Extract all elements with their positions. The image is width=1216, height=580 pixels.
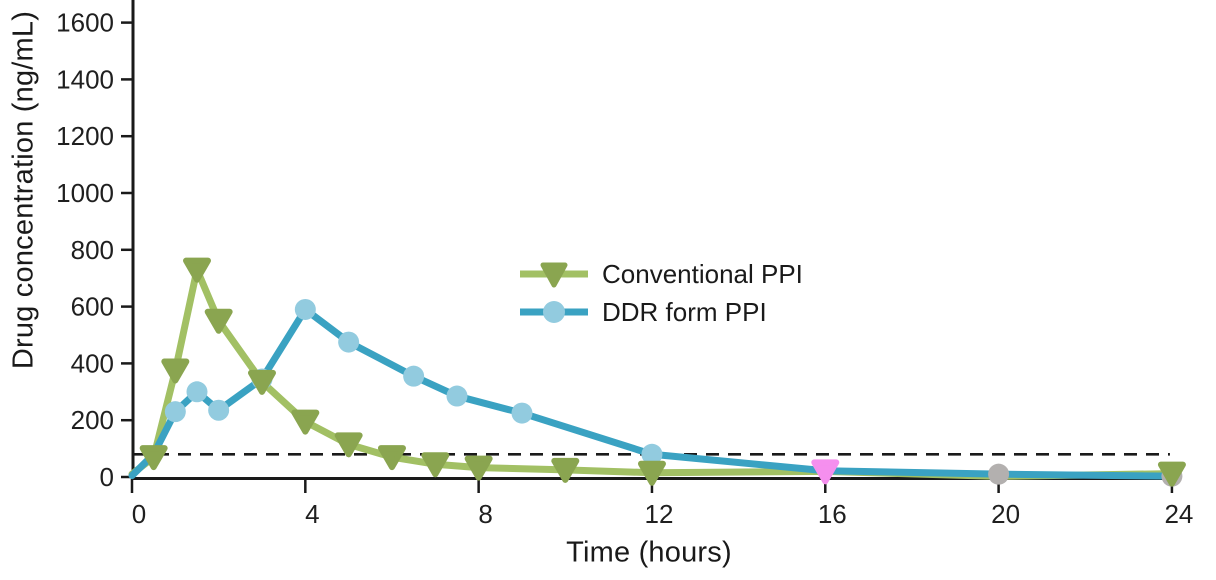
y-tick-label-600: 600 [71, 292, 114, 322]
series-line-conventional-ppi [128, 266, 1176, 480]
y-tick-label-1400: 1400 [56, 64, 114, 94]
legend-label-conventional-ppi: Conventional PPI [602, 259, 803, 289]
axes: 0 200 400 600 800 1000 1200 1400 1600 0 4 8 12 16 20 24 [56, 0, 1193, 529]
marker-conventional-ppi-0.5h [139, 445, 168, 471]
marker-conventional-ppi-7h [421, 452, 450, 478]
legend: Conventional PPI DDR form PPI [520, 259, 803, 327]
y-tick-label-1600: 1600 [56, 8, 114, 38]
marker-conventional-ppi-2h [204, 308, 233, 334]
marker-ddr-form-ppi-7.5h [446, 385, 468, 407]
x-tick-label-20: 20 [991, 499, 1020, 529]
marker-conventional-ppi-1h [161, 358, 190, 384]
y-tick-label-1000: 1000 [56, 178, 114, 208]
marker-conventional-ppi-10h [551, 457, 580, 483]
legend-circle-marker-icon [543, 301, 565, 323]
x-tick-label-0: 0 [132, 499, 146, 529]
marker-ddr-form-ppi-5h [338, 331, 360, 353]
marker-ddr-form-ppi-9h [511, 402, 533, 424]
legend-entry-ddr-form-ppi: DDR form PPI [520, 297, 767, 327]
marker-conventional-ppi-8h [464, 455, 493, 481]
marker-ddr-form-ppi-20h-recolored [988, 463, 1010, 485]
marker-conventional-ppi-12h [637, 460, 666, 486]
y-tick-label-800: 800 [71, 235, 114, 265]
marker-ddr-form-ppi-1h [164, 401, 186, 423]
marker-conventional-ppi-6h [377, 445, 406, 471]
marker-ddr-form-ppi-12h [641, 443, 663, 465]
marker-conventional-ppi-5h [334, 432, 363, 458]
x-axis-title: Time (hours) [566, 536, 732, 569]
y-axis-title: Drug concentration (ng/mL) [7, 10, 40, 370]
legend-label-ddr-form-ppi: DDR form PPI [602, 297, 767, 327]
marker-conventional-ppi-3h [247, 369, 276, 395]
y-tick-label-200: 200 [71, 405, 114, 435]
x-tick-label-24: 24 [1164, 499, 1193, 529]
legend-triangle-marker-icon [540, 262, 568, 288]
marker-ddr-form-ppi-2h [208, 399, 230, 421]
marker-conventional-ppi-4h [291, 409, 320, 435]
y-tick-label-0: 0 [100, 462, 114, 492]
x-tick-label-4: 4 [305, 499, 319, 529]
marker-ddr-form-ppi-6.5h [403, 365, 425, 387]
x-tick-label-12: 12 [644, 499, 673, 529]
marker-conventional-ppi-16h-recolored [811, 459, 840, 485]
marker-ddr-form-ppi-4h [294, 298, 316, 320]
x-tick-label-8: 8 [478, 499, 492, 529]
y-tick-label-1200: 1200 [56, 121, 114, 151]
y-tick-label-400: 400 [71, 348, 114, 378]
x-tick-label-16: 16 [818, 499, 847, 529]
marker-conventional-ppi-1.5h [182, 257, 211, 283]
marker-conventional-ppi-24h [1157, 461, 1186, 487]
marker-ddr-form-ppi-1.5h [186, 381, 208, 403]
legend-entry-conventional-ppi: Conventional PPI [520, 259, 803, 289]
